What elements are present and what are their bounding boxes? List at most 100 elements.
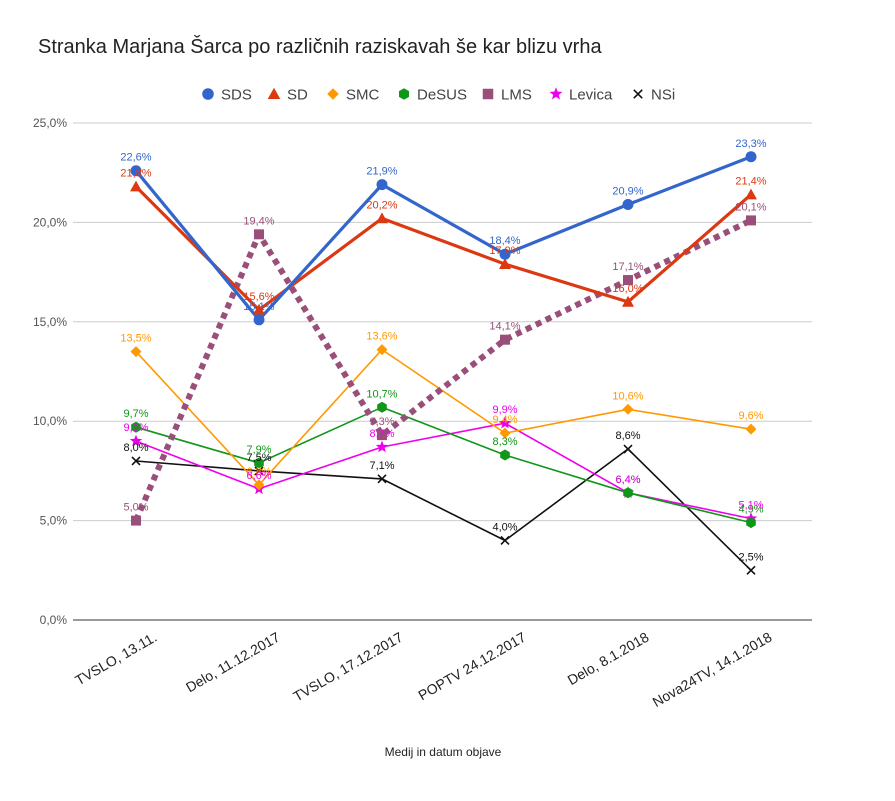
data-label-sd: 21,4% — [735, 176, 766, 188]
data-point-smc — [499, 427, 511, 439]
data-point-sds — [130, 165, 142, 177]
series-line-desus — [135, 406, 752, 524]
y-tick-label: 10,0% — [33, 414, 67, 428]
data-label-sds: 23,3% — [735, 138, 766, 150]
legend-label: DeSUS — [417, 87, 467, 104]
data-label-lms: 20,1% — [735, 201, 766, 213]
data-label-desus: 4,9% — [738, 504, 763, 516]
data-label-lms: 14,1% — [489, 321, 520, 333]
gridlines — [73, 122, 812, 621]
data-point-sds — [499, 248, 511, 260]
data-label-smc: 10,6% — [612, 390, 643, 402]
data-point-nsi — [746, 565, 756, 575]
y-tick-label: 20,0% — [33, 215, 67, 229]
data-label-smc: 9,4% — [492, 414, 517, 426]
legend-item-sd: SD — [267, 87, 308, 104]
data-point-sd — [253, 303, 265, 315]
data-point-desus — [377, 401, 387, 413]
data-label-nsi: 4,0% — [492, 521, 517, 533]
data-label-nsi: 8,6% — [615, 430, 640, 442]
data-point-nsi — [377, 474, 387, 484]
legend: SDS SD SMC DeSUS LMS Levica NSi — [202, 87, 675, 104]
data-label-sds: 20,9% — [612, 186, 643, 198]
legend-label: SD — [287, 87, 308, 104]
data-label-smc: 6,8% — [246, 466, 271, 478]
legend-label: LMS — [501, 87, 532, 104]
data-point-sds — [376, 179, 388, 191]
data-point-sd — [745, 188, 757, 200]
data-label-sd: 20,2% — [366, 199, 397, 211]
data-label-levica: 8,7% — [369, 428, 394, 440]
data-label-desus: 6,4% — [615, 474, 640, 486]
data-point-levica — [129, 434, 143, 447]
data-point-lms — [623, 275, 633, 286]
data-point-nsi — [254, 466, 264, 476]
data-point-lms — [377, 430, 387, 441]
data-point-desus — [746, 517, 756, 529]
legend-label: SDS — [221, 87, 252, 104]
data-label-smc: 13,5% — [120, 333, 151, 345]
data-label-lms: 9,3% — [369, 416, 394, 428]
data-point-smc — [253, 479, 265, 491]
data-point-lms — [746, 215, 756, 226]
legend-marker-icon — [549, 87, 563, 100]
legend-item-desus: DeSUS — [399, 87, 467, 104]
data-label-sd: 15,6% — [243, 291, 274, 303]
data-point-desus — [500, 449, 510, 461]
y-tick-label: 25,0% — [33, 116, 67, 130]
data-label-sds: 22,6% — [120, 152, 151, 164]
legend-item-lms: LMS — [482, 87, 532, 104]
data-point-sd — [376, 212, 388, 224]
data-point-sd — [622, 295, 634, 307]
legend-item-smc: SMC — [327, 87, 380, 104]
data-label-levica: 9,0% — [123, 422, 148, 434]
data-point-sd — [499, 258, 511, 269]
data-label-levica: 9,9% — [492, 404, 517, 416]
data-point-levica — [375, 440, 389, 453]
data-point-smc — [376, 344, 388, 356]
data-label-nsi: 2,5% — [738, 551, 763, 563]
data-label-levica: 6,4% — [615, 474, 640, 486]
data-point-smc — [130, 346, 142, 358]
data-point-levica — [498, 416, 512, 429]
data-label-sds: 21,9% — [366, 166, 397, 178]
x-tick-label: TVSLO, 17.12.2017 — [290, 629, 405, 705]
legend-marker-icon — [327, 88, 339, 100]
data-label-lms: 17,1% — [612, 261, 643, 273]
data-label-lms: 5,0% — [123, 502, 148, 514]
x-tick-label: TVSLO, 13.11. — [72, 629, 159, 689]
series-line-lms — [133, 217, 753, 522]
data-label-desus: 9,7% — [123, 408, 148, 420]
legend-marker-icon — [202, 88, 214, 100]
data-point-desus — [623, 487, 633, 499]
data-label-desus: 10,7% — [366, 388, 397, 400]
data-point-sds — [622, 199, 634, 211]
data-point-desus — [131, 421, 141, 433]
data-point-lms — [131, 515, 141, 526]
data-label-lms: 19,4% — [243, 215, 274, 227]
data-label-sds: 18,4% — [489, 235, 520, 247]
x-axis-title: Medij in datum objave — [385, 745, 502, 759]
data-label-sd: 21,8% — [120, 168, 151, 180]
data-label-sds: 15,1% — [243, 301, 274, 313]
y-tick-label: 5,0% — [40, 514, 68, 528]
data-label-nsi: 8,0% — [123, 442, 148, 454]
data-point-smc — [745, 423, 757, 435]
data-point-sd — [130, 180, 142, 192]
data-point-nsi — [131, 456, 141, 466]
y-axis-ticks: 0,0% 5,0% 10,0% 15,0% 20,0% 25,0% — [33, 116, 67, 627]
legend-marker-icon — [482, 88, 494, 100]
legend-label: NSi — [651, 87, 675, 104]
x-axis-ticks: TVSLO, 13.11. Delo, 11.12.2017 TVSLO, 17.1… — [72, 629, 774, 710]
data-label-levica: 5,1% — [738, 500, 763, 512]
data-point-smc — [622, 403, 634, 415]
data-point-sds — [745, 151, 757, 163]
y-tick-label: 0,0% — [40, 613, 68, 627]
data-point-lms — [254, 229, 264, 240]
x-tick-label: Delo, 11.12.2017 — [183, 629, 283, 696]
x-tick-label: POPTV 24.12.2017 — [415, 629, 528, 704]
legend-item-levica: Levica — [549, 87, 613, 104]
legend-item-sds: SDS — [202, 87, 252, 104]
y-tick-label: 15,0% — [33, 315, 67, 329]
